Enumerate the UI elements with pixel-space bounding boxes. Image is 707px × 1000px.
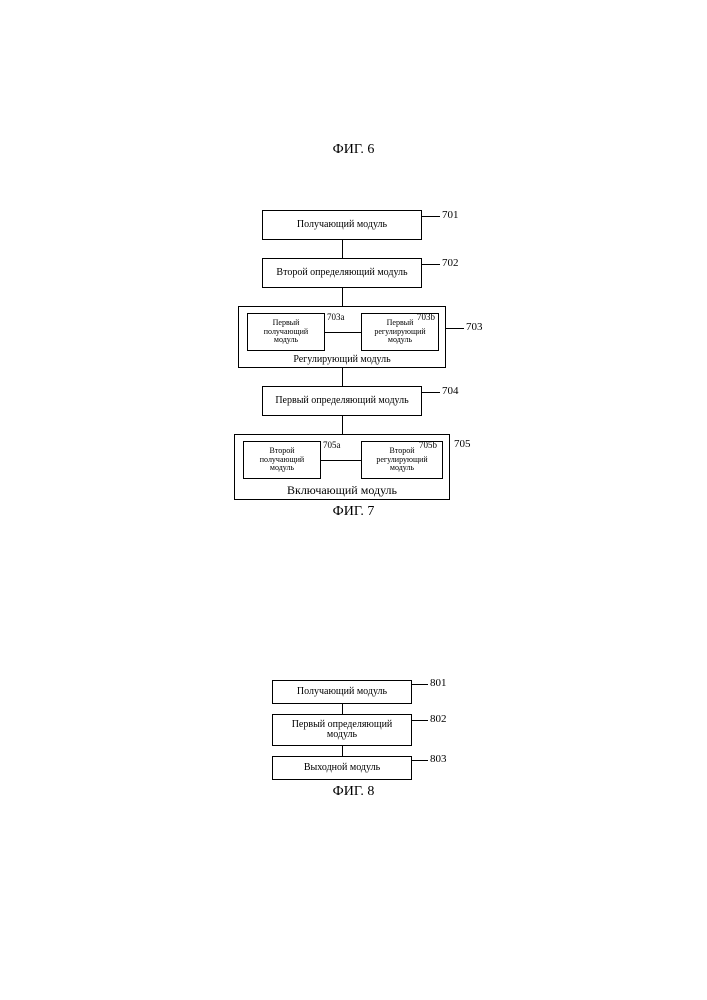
lead-701 — [422, 216, 440, 217]
node-705a: Второй получающий модуль — [243, 441, 321, 479]
node-704-text: Первый определяющий модуль — [275, 396, 408, 407]
edge-702-703 — [342, 288, 343, 306]
node-705: Второй получающий модуль Второй регулиру… — [234, 434, 450, 500]
lead-801 — [412, 684, 428, 685]
ref-705b: 705b — [419, 441, 437, 450]
lead-702 — [422, 264, 440, 265]
node-801: Получающий модуль — [272, 680, 412, 704]
fig8-label: ФИГ. 8 — [0, 784, 707, 800]
ref-703b: 703b — [417, 313, 435, 322]
ref-703a: 703a — [327, 313, 345, 322]
ref-705: 705 — [454, 438, 471, 450]
node-703a: Первый получающий модуль — [247, 313, 325, 351]
edge-704-705 — [342, 416, 343, 434]
node-801-text: Получающий модуль — [297, 687, 387, 698]
edge-802-803 — [342, 746, 343, 756]
node-803: Выходной модуль — [272, 756, 412, 780]
lead-703 — [446, 328, 464, 329]
node-705-caption: Включающий модуль — [235, 484, 449, 497]
node-702-text: Второй определяющий модуль — [276, 268, 407, 279]
lead-704 — [422, 392, 440, 393]
fig7-label: ФИГ. 7 — [0, 504, 707, 520]
ref-702: 702 — [442, 257, 459, 269]
node-701: Получающий модуль — [262, 210, 422, 240]
node-704: Первый определяющий модуль — [262, 386, 422, 416]
ref-801: 801 — [430, 677, 447, 689]
edge-703a-703b — [325, 332, 361, 333]
node-703a-text: Первый получающий модуль — [264, 319, 308, 344]
ref-803: 803 — [430, 753, 447, 765]
node-701-text: Получающий модуль — [297, 220, 387, 231]
ref-802: 802 — [430, 713, 447, 725]
ref-701: 701 — [442, 209, 459, 221]
node-802-text: Первый определяющий модуль — [292, 720, 393, 741]
page: ФИГ. 6 Получающий модуль 701 Второй опре… — [0, 0, 707, 1000]
ref-704: 704 — [442, 385, 459, 397]
edge-705a-705b — [321, 460, 361, 461]
fig6-label: ФИГ. 6 — [0, 142, 707, 158]
node-803-text: Выходной модуль — [304, 763, 380, 774]
node-703-caption: Регулирующий модуль — [239, 355, 445, 366]
node-703: Первый получающий модуль Первый регулиру… — [238, 306, 446, 368]
node-702: Второй определяющий модуль — [262, 258, 422, 288]
edge-801-802 — [342, 704, 343, 714]
ref-705a: 705a — [323, 441, 341, 450]
ref-703: 703 — [466, 321, 483, 333]
node-705b-text: Второй регулирующий модуль — [376, 447, 427, 472]
node-705a-text: Второй получающий модуль — [260, 447, 304, 472]
lead-802 — [412, 720, 428, 721]
lead-803 — [412, 760, 428, 761]
node-802: Первый определяющий модуль — [272, 714, 412, 746]
edge-701-702 — [342, 240, 343, 258]
node-703b-text: Первый регулирующий модуль — [374, 319, 425, 344]
edge-703-704 — [342, 368, 343, 386]
